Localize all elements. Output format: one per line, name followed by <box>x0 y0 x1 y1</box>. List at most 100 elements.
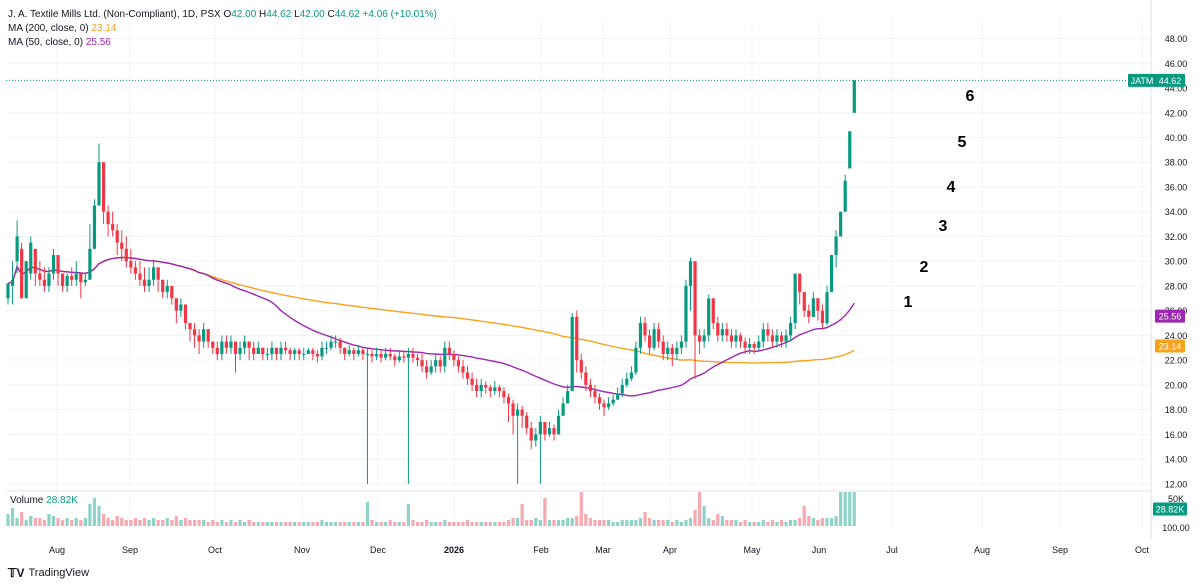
candle-body <box>74 273 78 280</box>
candle-body <box>465 372 470 379</box>
candle-body <box>384 353 388 358</box>
wave-label: 6 <box>966 88 975 105</box>
volume-bar <box>729 520 734 526</box>
volume-bar <box>675 520 679 526</box>
candle-body <box>293 350 297 354</box>
candle-body <box>475 384 479 392</box>
volume-bar <box>384 522 388 526</box>
y-tick-label: 12.00 <box>1165 479 1188 489</box>
volume-bar <box>825 518 829 526</box>
y-tick-label: 38.00 <box>1165 158 1188 168</box>
x-tick-label: Sep <box>1052 545 1068 555</box>
volume-bar <box>265 522 269 526</box>
volume-bar <box>538 520 542 526</box>
candle-body <box>434 360 438 367</box>
candle-body <box>197 335 201 342</box>
candle-body <box>356 350 360 354</box>
volume-bar <box>92 498 97 526</box>
volume-bar <box>20 512 24 526</box>
volume-bar <box>202 520 206 526</box>
volume-bar <box>147 520 151 526</box>
volume-bar <box>174 516 178 526</box>
volume-bar <box>324 522 329 526</box>
volume-bar <box>170 520 174 526</box>
volume-bar <box>770 520 774 526</box>
volume-bar <box>807 516 811 526</box>
candle-body <box>661 341 665 354</box>
volume-bar <box>425 520 429 526</box>
candle-body <box>42 279 46 286</box>
volume-bar <box>133 518 137 526</box>
candle-body <box>33 248 37 274</box>
y-tick-label: 42.00 <box>1165 108 1188 118</box>
candle-body <box>233 341 238 354</box>
ma200-legend[interactable]: MA (200, close, 0) 23.14 <box>8 22 437 36</box>
y-tick-label: 14.00 <box>1165 455 1188 465</box>
x-tick-label: Apr <box>663 545 677 555</box>
volume-bar <box>211 520 215 526</box>
candle-body <box>675 347 679 354</box>
volume-bar <box>634 520 638 526</box>
volume-bar <box>643 512 647 526</box>
candle-body <box>516 409 520 416</box>
volume-bar <box>138 520 142 526</box>
candle-body <box>101 162 106 212</box>
wave-label: 4 <box>947 179 956 196</box>
x-tick-label: Dec <box>370 545 387 555</box>
volume-bar <box>561 520 565 526</box>
volume-bar <box>679 522 683 526</box>
candle-body <box>479 384 483 392</box>
candle-body <box>770 335 774 342</box>
candle-body <box>461 366 465 373</box>
candle-body <box>247 341 251 348</box>
candle-body <box>115 230 119 243</box>
volume-bar <box>720 516 724 526</box>
volume-bar <box>584 514 588 526</box>
candle-body <box>666 347 670 354</box>
candle-body <box>106 211 110 225</box>
candle-body <box>124 248 128 262</box>
candle-body <box>352 350 356 354</box>
candle-body <box>83 279 87 283</box>
candle-body <box>229 341 233 348</box>
candle-body <box>848 131 852 169</box>
volume-bar <box>51 516 56 526</box>
volume-bar <box>684 520 688 526</box>
volume-bar <box>556 520 561 526</box>
ma50-legend[interactable]: MA (50, close, 0) 25.56 <box>8 36 437 50</box>
x-tick-label: 2026 <box>444 545 464 555</box>
candle-body <box>397 356 401 361</box>
volume-bar <box>247 520 251 526</box>
high-value: 44.62 <box>266 9 292 20</box>
volume-bar <box>343 522 347 526</box>
high-label: H <box>259 9 267 20</box>
volume-bar <box>447 522 451 526</box>
tradingview-logo[interactable]: 𝕋V TradingView <box>8 566 89 580</box>
x-tick-label: May <box>743 545 761 555</box>
volume-bar <box>47 514 51 526</box>
volume-bar <box>670 522 674 526</box>
candle-body <box>670 347 674 354</box>
ma50-badge-bg <box>1155 309 1185 323</box>
volume-bar <box>329 522 333 526</box>
candle-body <box>688 261 693 286</box>
volume-bar <box>843 492 847 526</box>
ma200-label: MA (200, close, 0) <box>8 23 89 34</box>
candle-body <box>38 273 42 280</box>
volume-bar <box>852 492 856 526</box>
candle-body <box>834 236 838 255</box>
candle-body <box>789 323 793 336</box>
volume-bar <box>111 520 115 526</box>
volume-bar <box>233 522 238 526</box>
candle-body <box>743 341 747 348</box>
candle-body <box>784 335 788 342</box>
volume-bar <box>397 522 401 526</box>
volume-legend[interactable]: Volume 28.82K <box>10 495 78 506</box>
volume-bar <box>297 522 301 526</box>
candle-body <box>643 323 647 336</box>
candle-body <box>343 347 347 354</box>
volume-bar <box>434 522 438 526</box>
volume-bar <box>484 522 488 526</box>
volume-bar <box>347 522 351 526</box>
